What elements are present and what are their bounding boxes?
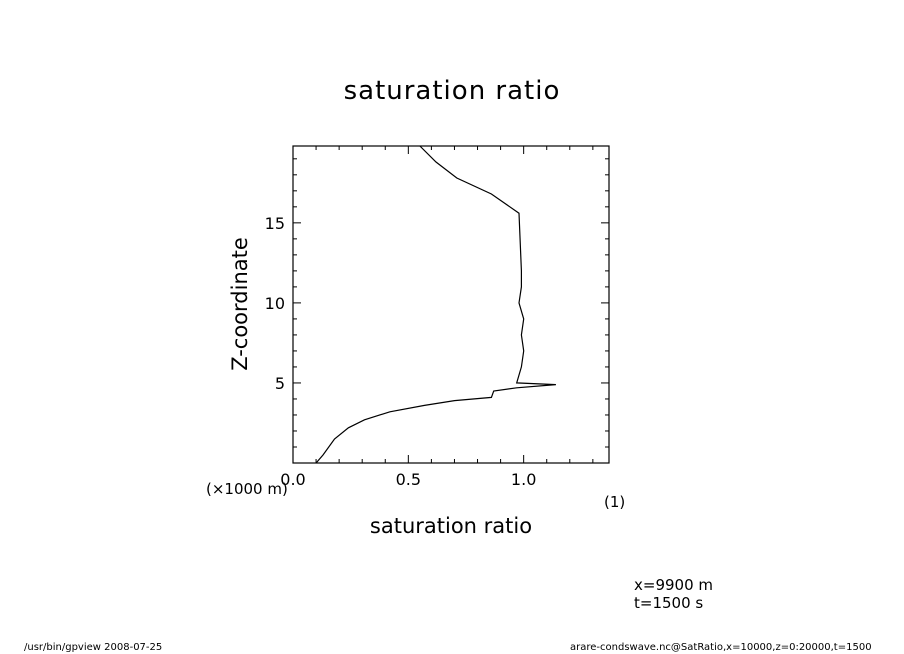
series-line-0: [315, 145, 556, 464]
time-annotation: t=1500 s: [634, 594, 704, 612]
y-axis-unit: (×1000 m): [206, 480, 288, 498]
y-tick-label: 5: [275, 374, 285, 393]
plot-frame: [292, 145, 610, 464]
footer-left: /usr/bin/gpview 2008-07-25: [24, 642, 163, 653]
y-tick-label: 15: [265, 214, 285, 233]
position-annotation: x=9900 m: [634, 576, 713, 594]
y-tick-label: 10: [265, 294, 285, 313]
axis-tick-labels: 0.0 0.5 1.0 5 10 15: [265, 214, 537, 489]
chart-title: saturation ratio: [343, 76, 561, 106]
axis-ticks: [292, 146, 609, 463]
footer-right: arare-condswave.nc@SatRatio,x=10000,z=0:…: [570, 642, 872, 653]
x-axis-unit: (1): [604, 493, 626, 511]
x-tick-label: 0.0: [280, 470, 305, 489]
x-tick-label: 1.0: [511, 470, 536, 489]
x-axis-label: saturation ratio: [369, 514, 533, 538]
x-tick-label: 0.5: [396, 470, 421, 489]
y-axis-label: Z-coordinate: [228, 237, 252, 371]
series-group: [315, 145, 556, 464]
